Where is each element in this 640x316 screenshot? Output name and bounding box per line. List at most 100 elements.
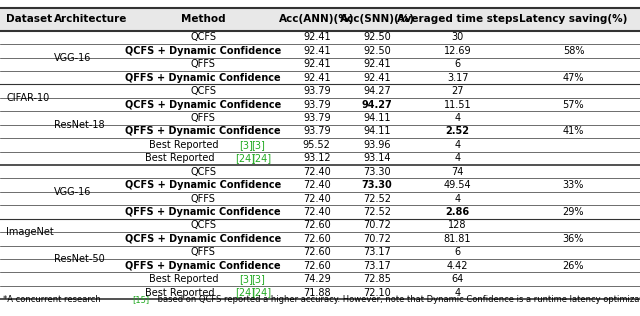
Text: 92.41: 92.41: [303, 73, 331, 83]
Text: 93.79: 93.79: [303, 113, 331, 123]
Text: 93.79: 93.79: [303, 126, 331, 137]
Text: 92.41: 92.41: [363, 73, 391, 83]
Text: QFFS + Dynamic Confidence: QFFS + Dynamic Confidence: [125, 126, 281, 137]
Text: 92.41: 92.41: [303, 32, 331, 42]
Text: 3.17: 3.17: [447, 73, 468, 83]
Text: 74: 74: [451, 167, 464, 177]
Text: 72.10: 72.10: [363, 288, 391, 298]
Text: 6: 6: [454, 59, 461, 69]
Text: 12.69: 12.69: [444, 46, 472, 56]
Text: QCFS: QCFS: [190, 167, 216, 177]
Text: QFFS + Dynamic Confidence: QFFS + Dynamic Confidence: [125, 207, 281, 217]
Text: QFFS: QFFS: [191, 247, 216, 257]
Text: QCFS: QCFS: [190, 32, 216, 42]
Text: 72.40: 72.40: [303, 207, 331, 217]
Text: 33%: 33%: [563, 180, 584, 190]
Text: 72.40: 72.40: [303, 180, 331, 190]
Text: 30: 30: [451, 32, 464, 42]
Text: 4: 4: [454, 153, 461, 163]
Text: 92.50: 92.50: [363, 46, 391, 56]
Text: [3]: [3]: [252, 274, 265, 284]
Text: Best Reported: Best Reported: [145, 153, 215, 163]
Text: 49.54: 49.54: [444, 180, 472, 190]
Text: [24]: [24]: [235, 288, 255, 298]
Text: 57%: 57%: [563, 100, 584, 110]
Text: QFFS + Dynamic Confidence: QFFS + Dynamic Confidence: [125, 261, 281, 271]
Text: CIFAR-10: CIFAR-10: [6, 93, 50, 103]
Text: [15]: [15]: [132, 295, 150, 304]
Text: QCFS + Dynamic Confidence: QCFS + Dynamic Confidence: [125, 180, 282, 190]
Text: 72.85: 72.85: [363, 274, 391, 284]
Text: 11.51: 11.51: [444, 100, 472, 110]
Text: 72.40: 72.40: [303, 167, 331, 177]
Text: Averaged time steps: Averaged time steps: [397, 14, 518, 24]
Text: 70.72: 70.72: [363, 220, 391, 230]
Text: 72.60: 72.60: [303, 261, 331, 271]
Text: Acc(SNN)(%): Acc(SNN)(%): [339, 14, 415, 24]
Text: 73.30: 73.30: [363, 167, 391, 177]
Text: 71.88: 71.88: [303, 288, 331, 298]
Text: [3]: [3]: [252, 140, 265, 150]
Text: 93.79: 93.79: [303, 100, 331, 110]
Text: 92.41: 92.41: [303, 46, 331, 56]
Text: QCFS + Dynamic Confidence: QCFS + Dynamic Confidence: [125, 46, 282, 56]
Text: QFFS: QFFS: [191, 113, 216, 123]
Text: 72.60: 72.60: [303, 234, 331, 244]
Text: 94.11: 94.11: [364, 113, 390, 123]
Text: 94.27: 94.27: [363, 86, 391, 96]
Text: 2.86: 2.86: [445, 207, 470, 217]
Text: Best Reported: Best Reported: [149, 140, 219, 150]
Text: 4: 4: [454, 113, 461, 123]
Text: 93.14: 93.14: [364, 153, 390, 163]
Text: 93.79: 93.79: [303, 86, 331, 96]
Text: 92.41: 92.41: [363, 59, 391, 69]
Text: 64: 64: [451, 274, 464, 284]
Text: VGG-16: VGG-16: [54, 187, 92, 197]
Text: Method: Method: [181, 14, 225, 24]
Text: 4.42: 4.42: [447, 261, 468, 271]
Text: Latency saving(%): Latency saving(%): [519, 14, 628, 24]
Text: QFFS: QFFS: [191, 193, 216, 204]
Text: 95.52: 95.52: [303, 140, 331, 150]
Text: Dataset: Dataset: [6, 14, 52, 24]
Text: [24]: [24]: [235, 153, 255, 163]
Text: 4: 4: [454, 288, 461, 298]
Text: ResNet-18: ResNet-18: [54, 120, 105, 130]
Text: QFFS + Dynamic Confidence: QFFS + Dynamic Confidence: [125, 73, 281, 83]
Text: 93.96: 93.96: [364, 140, 390, 150]
Text: Best Reported: Best Reported: [145, 288, 215, 298]
Text: 36%: 36%: [563, 234, 584, 244]
Text: 26%: 26%: [563, 261, 584, 271]
Text: 58%: 58%: [563, 46, 584, 56]
Text: QFFS: QFFS: [191, 59, 216, 69]
Text: 72.60: 72.60: [303, 247, 331, 257]
Text: based on QCFS reported a higher accuracy. However, note that Dynamic Confidence : based on QCFS reported a higher accuracy…: [155, 295, 640, 304]
Text: [24]: [24]: [252, 153, 271, 163]
Text: 4: 4: [454, 140, 461, 150]
Text: 92.50: 92.50: [363, 32, 391, 42]
Text: 128: 128: [449, 220, 467, 230]
Text: QCFS + Dynamic Confidence: QCFS + Dynamic Confidence: [125, 234, 282, 244]
Text: 74.29: 74.29: [303, 274, 331, 284]
Text: 47%: 47%: [563, 73, 584, 83]
Text: QCFS: QCFS: [190, 86, 216, 96]
Text: ImageNet: ImageNet: [6, 227, 54, 237]
Text: 72.60: 72.60: [303, 220, 331, 230]
Text: Best Reported: Best Reported: [149, 274, 219, 284]
Text: Architecture: Architecture: [54, 14, 128, 24]
Text: *A concurrent research: *A concurrent research: [3, 295, 104, 304]
Text: 94.27: 94.27: [362, 100, 392, 110]
Text: 94.11: 94.11: [364, 126, 390, 137]
Text: 29%: 29%: [563, 207, 584, 217]
Text: [24]: [24]: [252, 288, 271, 298]
Text: 73.30: 73.30: [362, 180, 392, 190]
Text: 93.12: 93.12: [303, 153, 331, 163]
Text: 73.17: 73.17: [363, 247, 391, 257]
Text: VGG-16: VGG-16: [54, 52, 92, 63]
Text: QCFS + Dynamic Confidence: QCFS + Dynamic Confidence: [125, 100, 282, 110]
Text: 27: 27: [451, 86, 464, 96]
Text: 72.52: 72.52: [363, 207, 391, 217]
Text: Acc(ANN)(%): Acc(ANN)(%): [279, 14, 355, 24]
Text: 92.41: 92.41: [303, 59, 331, 69]
Text: 41%: 41%: [563, 126, 584, 137]
